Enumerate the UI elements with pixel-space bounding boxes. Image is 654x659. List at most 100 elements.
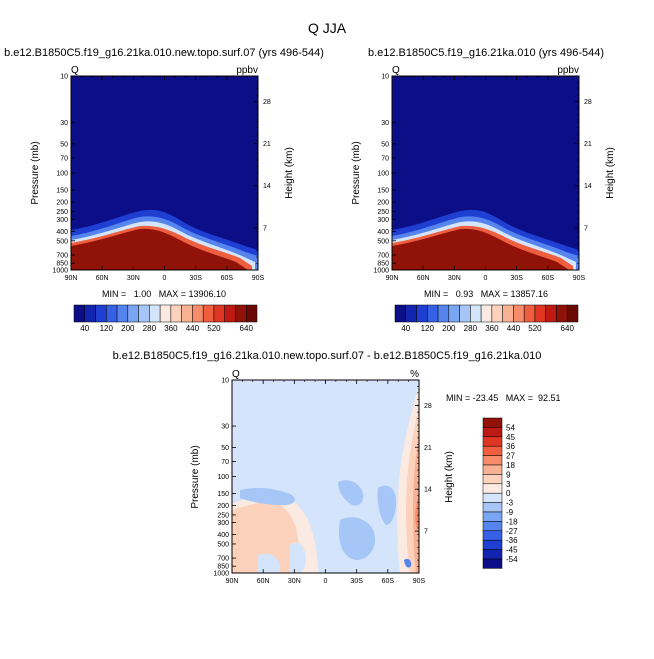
panel-c-colorbar-box: [482, 417, 503, 428]
panel-b-colorbar-box: [523, 304, 536, 323]
panel-b-xtick-label: 0: [484, 275, 488, 282]
panel-b-ytick-label: 1000: [373, 268, 389, 275]
panel-a-colorbar-label: 440: [186, 324, 200, 333]
panel-a-colorbar-box: [202, 304, 215, 323]
panel-a-colorbar-box: [116, 304, 129, 323]
panel-c-colorbar-box: [482, 558, 503, 569]
panel-c-colorbar-box: [482, 436, 503, 447]
panel-c-axes: 1030507010015020025030040050070085010002…: [213, 378, 431, 586]
panel-c-colorbar-box: [482, 502, 503, 513]
panel-c-xtick-label: 90N: [226, 578, 239, 585]
panel-c-colorbar-label: 54: [506, 423, 515, 432]
panel-c-colorbar-label: -45: [506, 546, 518, 555]
panel-b-colorbar-box: [448, 304, 460, 323]
panel-c-colorbar-label: 9: [506, 470, 511, 479]
panel-a-colorbar-label: 640: [240, 324, 254, 333]
panel-a-left-label: Q: [71, 65, 79, 76]
panel-a-ytick-label: 300: [56, 217, 68, 224]
panel-a-colorbar-box: [181, 304, 193, 323]
panel-c-colorbar-label: -18: [506, 517, 518, 526]
panel-b-colorbar-label: 440: [507, 324, 521, 333]
panel-a-ytick-label: 700: [56, 252, 68, 259]
panel-a-xtick-label: 30N: [127, 275, 140, 282]
panel-c-xtick-label: 90S: [413, 578, 426, 585]
panel-c-ytick-label: 150: [217, 491, 229, 498]
panel-b-colorbar-box: [416, 304, 428, 323]
panel-b-ytick-label: 500: [377, 238, 389, 245]
panel-c-ylabel-right: Height (km): [444, 451, 455, 503]
panel-b-colorbar-box: [480, 304, 493, 323]
panel-c-colorbar-box: [482, 483, 503, 494]
panel-a-colorbar: 40 120 200 280 360 440 520 640: [73, 304, 258, 333]
panel-a-xtick-label: 60S: [221, 275, 234, 282]
panel-b: b.e12.B1850C5.f19_g16.21ka.010 (yrs 496-…: [351, 47, 616, 333]
panel-a-colorbar-box: [159, 304, 172, 323]
panel-a-ytick-right-label: 28: [263, 99, 271, 106]
panel-a-ytick-label: 250: [56, 209, 68, 216]
panel-b-colorbar-box: [502, 304, 514, 323]
panel-b-ylabel: Pressure (mb): [351, 141, 362, 204]
panel-c-ytick-label: 300: [217, 520, 229, 527]
panel-b-ytick-label: 100: [377, 171, 389, 178]
panel-b-colorbar-box: [405, 304, 417, 323]
panel-b-colorbar-label: 40: [401, 324, 410, 333]
panel-b-colorbar-box: [427, 304, 439, 323]
panel-c-xtick-label: 60S: [382, 578, 395, 585]
panel-b-ytick-label: 850: [377, 261, 389, 268]
panel-c-xtick-label: 0: [324, 578, 328, 585]
panel-a-title: b.e12.B1850C5.f19_g16.21ka.010.new.topo.…: [4, 47, 324, 59]
panel-a-colorbar-label: 40: [80, 324, 89, 333]
panel-a-colorbar-box: [235, 304, 247, 323]
panel-b-xtick-label: 60N: [417, 275, 430, 282]
panel-c-ylabel: Pressure (mb): [190, 445, 201, 508]
panel-b-colorbar-box: [534, 304, 546, 323]
panel-b-colorbar-label: 200: [442, 324, 456, 333]
panel-b-ytick-label: 200: [377, 200, 389, 207]
panel-c-colorbar-label: 27: [506, 452, 515, 461]
panel-c: b.e12.B1850C5.f19_g16.21ka.010.new.topo.…: [113, 350, 561, 585]
panel-a-colorbar-label: 280: [143, 324, 157, 333]
panel-c-colorbar-box: [482, 474, 503, 485]
panel-b-ylabel-right: Height (km): [605, 147, 616, 199]
panel-c-title: b.e12.B1850C5.f19_g16.21ka.010.new.topo.…: [113, 350, 542, 362]
panel-b-minmax: MIN = 0.93 MAX = 13857.16: [424, 289, 548, 299]
panel-c-ytick-label: 1000: [213, 571, 229, 578]
panel-b-colorbar-label: 640: [561, 324, 575, 333]
panel-c-colorbar-label: 18: [506, 461, 515, 470]
panel-b-colorbar-label: 520: [528, 324, 542, 333]
panel-c-colorbar-label: 36: [506, 442, 515, 451]
panel-b-colorbar-label: 120: [421, 324, 435, 333]
panel-c-field: [232, 380, 419, 573]
panel-c-colorbar-label: -36: [506, 536, 518, 545]
panel-b-colorbar-box: [491, 304, 503, 323]
panel-a-colorbar-box: [170, 304, 182, 323]
panel-a-minmax: MIN = 1.00 MAX = 13906.10: [102, 289, 226, 299]
panel-a-ytick-label: 200: [56, 200, 68, 207]
panel-c-ytick-label: 100: [217, 474, 229, 481]
panel-b-ytick-right-label: 7: [584, 225, 588, 232]
panel-b-field: [392, 76, 579, 270]
panel-a-colorbar-label: 120: [100, 324, 114, 333]
panel-a-colorbar-box: [95, 304, 107, 323]
panel-c-colorbar-label: -54: [506, 555, 518, 564]
panel-b-colorbar-box: [566, 304, 579, 323]
panel-a-ytick-label: 10: [60, 74, 68, 81]
panel-a-xtick-label: 90N: [65, 275, 78, 282]
panel-a-ytick-label: 150: [56, 188, 68, 195]
panel-b-ytick-right-label: 14: [584, 183, 592, 190]
panel-b-colorbar-box: [437, 304, 450, 323]
panel-a-ytick-label: 100: [56, 171, 68, 178]
panel-a-ytick-label: 1000: [52, 268, 68, 275]
panel-b-xtick-label: 30N: [448, 275, 461, 282]
panel-c-colorbar-label: 0: [506, 489, 511, 498]
panel-b-colorbar-box: [470, 304, 482, 323]
panel-c-xtick-label: 30S: [350, 578, 363, 585]
panel-c-colorbar-box: [482, 492, 503, 503]
panel-c-ytick-label: 70: [221, 459, 229, 466]
panel-b-xtick-label: 90S: [573, 275, 586, 282]
panel-c-colorbar-label: -27: [506, 527, 518, 536]
panel-a-ylabel-right: Height (km): [284, 147, 295, 199]
panel-a-xtick-label: 30S: [189, 275, 202, 282]
